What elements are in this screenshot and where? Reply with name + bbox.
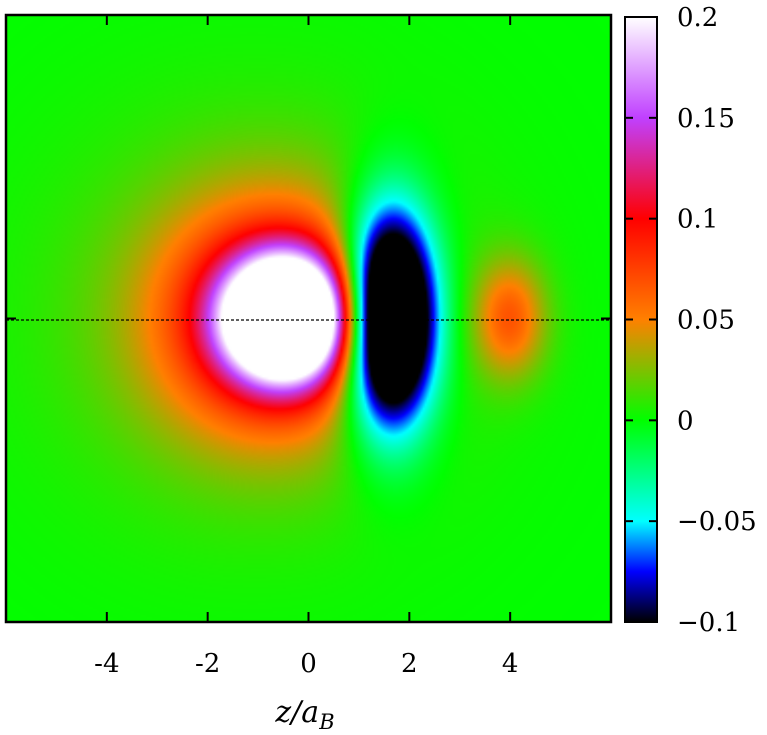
colorbar-tick-label: 0 [677, 406, 694, 436]
heatmap-field [6, 15, 611, 622]
x-tick-label: 2 [401, 649, 418, 679]
colorbar-tick-label: 0.15 [677, 104, 735, 134]
x-tick-label: -4 [94, 649, 119, 679]
colorbar-tick-label: 0.05 [677, 306, 735, 336]
colorbar-tick-label: 0.1 [677, 205, 718, 235]
x-axis-label-main: z/a [274, 695, 319, 730]
plot-area: -4 -2 0 2 4 [4, 13, 613, 679]
colorbar-tick-label: −0.1 [677, 608, 740, 638]
x-axis-label: z/aB [274, 695, 334, 734]
colorbar: −0.1 −0.05 0 0.05 0.1 0.15 0.2 [624, 3, 757, 638]
colorbar-ticks: −0.1 −0.05 0 0.05 0.1 0.15 0.2 [625, 3, 757, 638]
x-tick-label: 4 [502, 649, 519, 679]
x-tick-label: 0 [300, 649, 317, 679]
colorbar-tick-label: 0.2 [677, 3, 718, 33]
x-axis-ticks: -4 -2 0 2 4 [6, 15, 611, 679]
colorbar-tick-label: −0.05 [677, 507, 757, 537]
x-axis-label-sub: B [318, 710, 334, 734]
x-tick-label: -2 [195, 649, 220, 679]
